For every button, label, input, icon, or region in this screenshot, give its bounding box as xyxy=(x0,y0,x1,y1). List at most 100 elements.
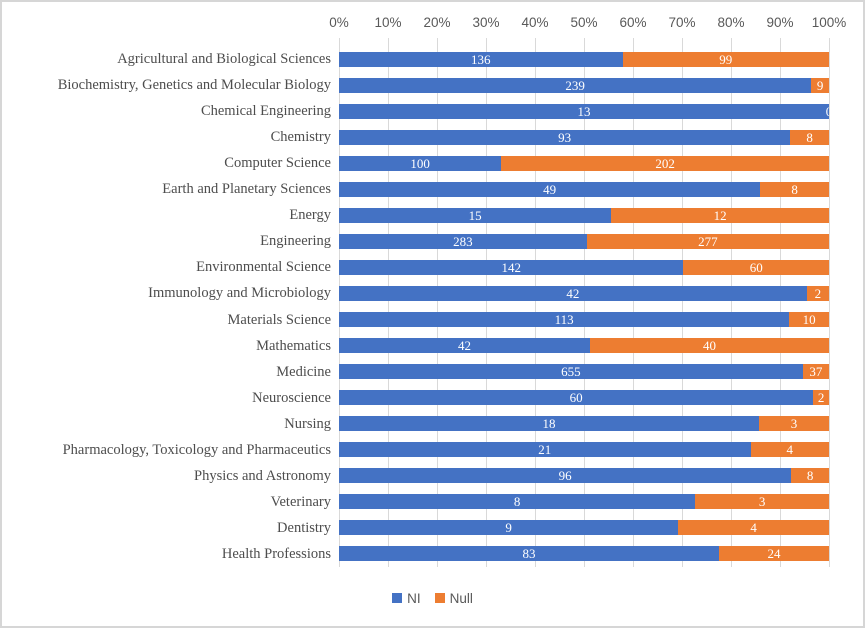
bar-segment-null xyxy=(760,181,829,197)
bar-row: 42 2 xyxy=(339,285,829,301)
bar-segment-ni xyxy=(339,259,684,275)
segment-value-label: 8 xyxy=(806,468,814,484)
segment-value-label: 60 xyxy=(569,390,583,406)
x-axis-tick-label: 80% xyxy=(717,15,745,30)
category-label: Nursing xyxy=(284,415,331,432)
bar-segment-null xyxy=(501,155,829,171)
gridline xyxy=(388,46,389,567)
bar-segment-null xyxy=(589,338,829,354)
category-label: Veterinary xyxy=(270,493,331,510)
segment-value-label: 202 xyxy=(655,155,675,171)
segment-value-label: 93 xyxy=(558,129,572,145)
category-label: Energy xyxy=(289,207,331,224)
x-axis-tick-mark xyxy=(486,38,487,46)
segment-value-label: 12 xyxy=(713,207,727,223)
bar-row: 13 0 xyxy=(339,103,829,119)
legend-item-null: Null xyxy=(434,591,473,606)
gridline xyxy=(633,46,634,567)
segment-value-label: 8 xyxy=(791,181,798,197)
segment-value-label: 283 xyxy=(453,233,473,249)
segment-value-label: 13 xyxy=(577,103,591,119)
segment-value-label: 9 xyxy=(816,77,824,93)
x-axis-tick-label: 30% xyxy=(472,15,500,30)
segment-value-label: 4 xyxy=(786,442,794,458)
segment-value-label: 8 xyxy=(806,129,813,145)
bar-segment-null xyxy=(789,312,829,328)
gridline xyxy=(731,46,732,567)
bar-row: 100 202 xyxy=(339,155,829,171)
segment-value-label: 37 xyxy=(809,364,823,380)
segment-value-label: 83 xyxy=(522,546,536,562)
category-label: Chemistry xyxy=(270,129,331,146)
segment-value-label: 113 xyxy=(554,312,574,328)
segment-value-label: 655 xyxy=(561,364,581,380)
category-label: Medicine xyxy=(276,363,331,380)
category-label: Materials Science xyxy=(227,311,331,328)
bar-segment-null xyxy=(759,416,829,432)
bar-segment-null xyxy=(695,494,829,510)
segment-value-label: 60 xyxy=(749,259,763,275)
segment-value-label: 40 xyxy=(702,338,716,354)
x-axis-tick-label: 60% xyxy=(619,15,647,30)
category-label: Computer Science xyxy=(224,155,331,172)
gridline xyxy=(486,46,487,567)
category-label: Engineering xyxy=(260,233,331,250)
x-axis-tick-label: 10% xyxy=(374,15,402,30)
category-label: Health Professions xyxy=(221,545,331,562)
bar-row: 15 12 xyxy=(339,207,829,223)
bar-row: 136 99 xyxy=(339,51,829,67)
x-axis-tick-mark xyxy=(633,38,634,46)
x-axis-tick-label: 100% xyxy=(811,15,847,30)
bar-row: 49 8 xyxy=(339,181,829,197)
bar-segment-ni xyxy=(339,390,814,406)
category-label: Agricultural and Biological Sciences xyxy=(117,51,331,68)
bar-row: 96 8 xyxy=(339,468,829,484)
gridline xyxy=(535,46,536,567)
category-label: Chemical Engineering xyxy=(200,103,331,120)
bar-row: 21 4 xyxy=(339,442,829,458)
bar-segment-ni xyxy=(339,77,812,93)
category-label: Environmental Science xyxy=(196,259,331,276)
x-axis-tick-mark xyxy=(780,38,781,46)
x-axis-tick-label: 0% xyxy=(329,15,349,30)
x-axis-tick-mark xyxy=(388,38,389,46)
bar-segment-ni xyxy=(339,181,761,197)
bar-segment-null xyxy=(806,285,829,301)
bar-segment-ni xyxy=(339,546,720,562)
bar-row: 655 37 xyxy=(339,364,829,380)
bar-segment-null xyxy=(683,259,829,275)
bar-row: 93 8 xyxy=(339,129,829,145)
legend: NI Null xyxy=(2,588,863,608)
x-axis-tick-label: 40% xyxy=(521,15,549,30)
legend-swatch xyxy=(392,593,403,603)
bar-segment-null xyxy=(813,390,829,406)
gridline xyxy=(682,46,683,567)
bar-segment-ni xyxy=(339,207,612,223)
bar-segment-ni xyxy=(339,442,751,458)
segment-value-label: 2 xyxy=(814,285,822,301)
bar-segment-ni xyxy=(339,364,803,380)
category-label: Mathematics xyxy=(256,337,331,354)
category-label: Neuroscience xyxy=(252,389,331,406)
bar-segment-ni xyxy=(339,416,759,432)
bar-row: 283 277 xyxy=(339,233,829,249)
bar-segment-ni xyxy=(339,285,807,301)
bar-row: 113 10 xyxy=(339,312,829,328)
bar-row: 142 60 xyxy=(339,259,829,275)
category-label: Pharmacology, Toxicology and Pharmaceuti… xyxy=(62,441,331,458)
legend-item-ni: NI xyxy=(392,591,421,606)
bar-segment-ni xyxy=(339,51,623,67)
category-label: Earth and Planetary Sciences xyxy=(162,181,331,198)
segment-value-label: 99 xyxy=(719,51,733,67)
bar-segment-null xyxy=(622,51,829,67)
segment-value-label: 3 xyxy=(758,494,766,510)
category-label: Immunology and Microbiology xyxy=(148,285,331,302)
bar-segment-ni xyxy=(339,468,792,484)
segment-value-label: 10 xyxy=(802,312,816,328)
bar-row: 60 2 xyxy=(339,390,829,406)
segment-value-label: 21 xyxy=(538,442,552,458)
bar-segment-null xyxy=(586,233,829,249)
segment-value-label: 277 xyxy=(698,233,718,249)
